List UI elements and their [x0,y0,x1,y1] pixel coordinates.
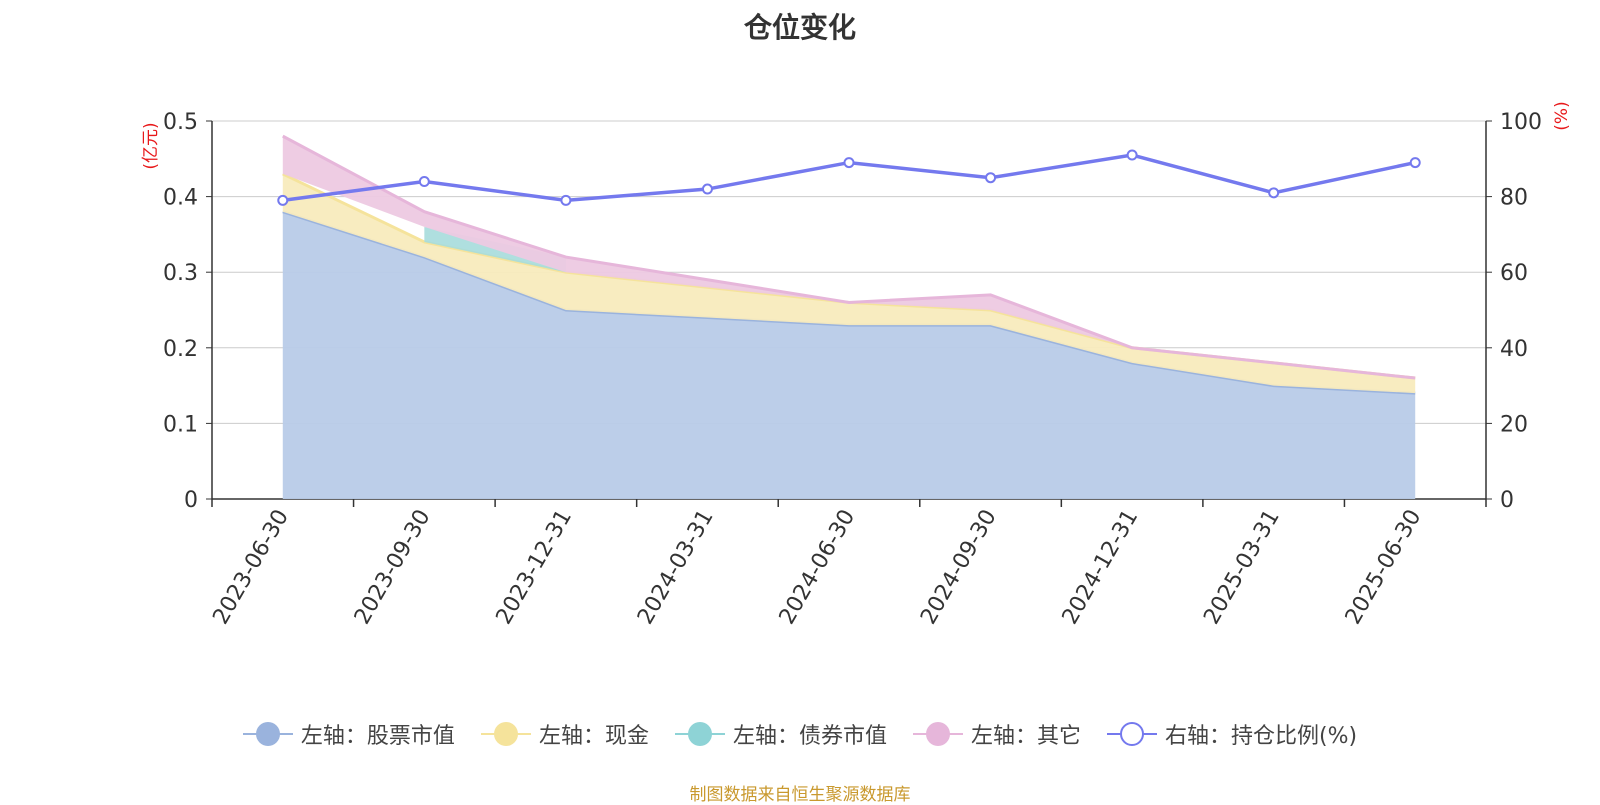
legend-ratio-icon [1106,720,1157,748]
x-axis-category-label: 2024-03-31 [633,506,719,629]
legend-stock-icon [242,720,293,748]
right-axis-tick-label: 0 [1500,488,1514,513]
x-axis-category-label: 2024-06-30 [775,506,861,629]
holding-ratio-point [560,194,572,206]
holding-ratio-point [1126,149,1138,161]
data-source-note: 制图数据来自恒生聚源数据库 [689,785,911,805]
left-axis-tick-label: 0.1 [163,412,198,437]
right-axis-tick-label: 60 [1500,261,1528,286]
left-axis-tick-label: 0 [184,488,198,513]
x-axis-category-label: 2023-06-30 [208,506,294,629]
legend-bond-label: 左轴：债券市值 [732,724,887,749]
left-axis-tick-label: 0.4 [163,186,198,211]
chart-title: 仓位变化 [743,11,856,44]
holding-ratio-point [277,194,289,206]
left-axis-unit: (亿元) [141,122,161,169]
x-axis-category-label: 2023-12-31 [492,506,578,629]
left-axis-tick-label: 0.3 [163,261,198,286]
x-axis-category-label: 2024-12-31 [1058,506,1144,629]
legend-item-other[interactable]: 左轴：其它 [912,718,1081,750]
left-axis-tick-label: 0.2 [163,337,198,362]
holding-ratio-point [1268,187,1280,199]
right-axis-tick-label: 100 [1500,110,1542,135]
holding-ratio-point [1409,157,1421,169]
legend-item-bond[interactable]: 左轴：债券市值 [674,718,887,750]
series-area-1 [282,173,1416,394]
legend-item-ratio[interactable]: 右轴：持仓比例(%) [1106,718,1358,750]
legend-ratio-label: 右轴：持仓比例(%) [1164,724,1358,749]
legend-cash-label: 左轴：现金 [538,724,649,749]
legend-cash-icon [480,720,531,748]
legend-other-icon [912,720,963,748]
series-line-3 [282,134,1416,380]
holding-ratio-point [843,157,855,169]
right-axis-tick-label: 20 [1500,412,1528,437]
legend-bond-icon [674,720,725,748]
x-axis-category-label: 2024-09-30 [916,506,1002,629]
left-axis-tick-label: 0.5 [163,110,198,135]
legend-stock-label: 左轴：股票市值 [300,724,455,749]
legend-item-cash[interactable]: 左轴：现金 [480,718,649,750]
right-axis-tick-label: 80 [1500,186,1528,211]
series-area-0 [282,211,1416,499]
holding-ratio-point [985,172,997,184]
holding-ratio-point [701,183,713,195]
legend-item-stock[interactable]: 左轴：股票市值 [242,718,455,750]
holding-ratio-point [418,175,430,187]
chart-legend: 左轴：股票市值 左轴：现金 左轴：债券市值 左轴：其它 右轴：持仓比例(%) [0,718,1600,750]
right-axis-unit: (%) [1552,101,1572,130]
x-axis-category-label: 2025-03-31 [1199,506,1285,629]
x-axis-category-label: 2025-06-30 [1341,506,1427,629]
right-axis-tick-label: 40 [1500,337,1528,362]
legend-other-label: 左轴：其它 [970,724,1081,749]
x-axis-category-label: 2023-09-30 [350,506,436,629]
